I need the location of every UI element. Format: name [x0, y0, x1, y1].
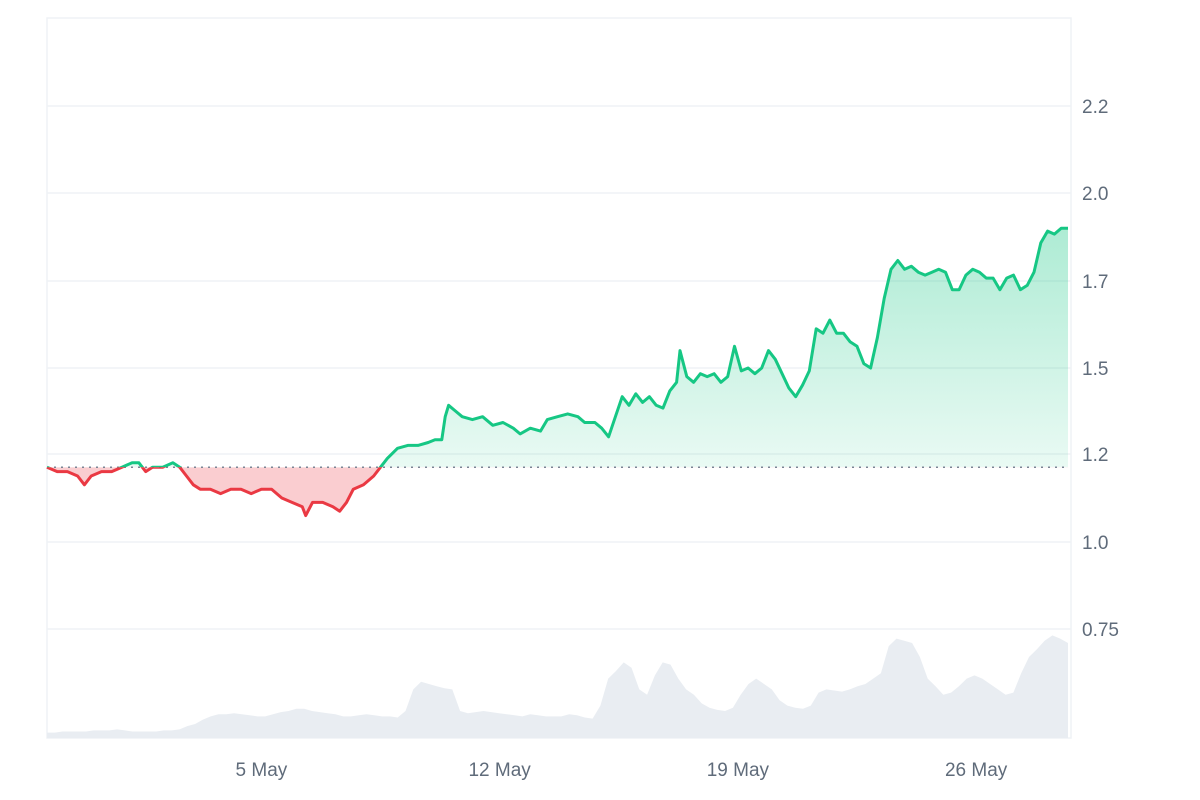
y-axis-ticks: 2.2 2.0 1.7 1.5 1.2 1.0 0.75: [1082, 97, 1119, 641]
price-line-up: [46, 226, 1068, 468]
volume-area-shape: [47, 635, 1068, 738]
x-tick-label: 26 May: [945, 760, 1008, 781]
y-tick-label: 2.0: [1082, 184, 1108, 205]
volume-area: [47, 635, 1068, 738]
y-tick-label: 1.5: [1082, 359, 1108, 380]
x-tick-label: 12 May: [468, 760, 531, 781]
x-axis-ticks: 5 May 12 May 19 May 26 May: [236, 760, 1008, 781]
price-line-down: [46, 467, 383, 518]
x-tick-label: 5 May: [236, 760, 288, 781]
price-area-up: [47, 228, 1068, 468]
y-tick-label: 0.75: [1082, 620, 1119, 641]
x-tick-label: 19 May: [707, 760, 770, 781]
price-fills: [47, 228, 1068, 516]
y-tick-label: 2.2: [1082, 97, 1108, 118]
y-tick-label: 1.2: [1082, 445, 1108, 466]
y-tick-label: 1.0: [1082, 533, 1108, 554]
price-lines: [46, 226, 1068, 518]
y-tick-label: 1.7: [1082, 272, 1108, 293]
